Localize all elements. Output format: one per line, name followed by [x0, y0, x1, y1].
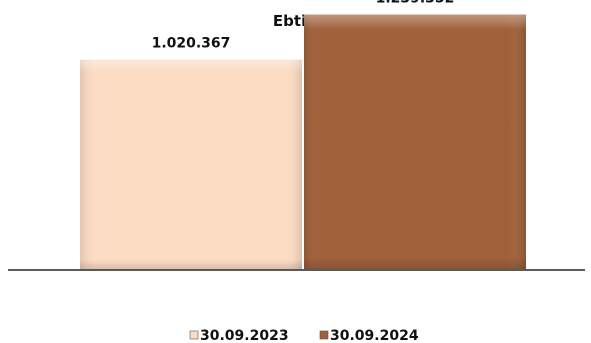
- bars-group: [80, 14, 526, 271]
- legend-item-30.09.2024: 30.09.2024: [319, 328, 419, 343]
- legend-label: 30.09.2023: [200, 328, 289, 343]
- data-labels-group: 1.020.367 1.239.352: [152, 0, 455, 52]
- legend: 30.09.2023 30.09.2024: [189, 328, 419, 343]
- legend-item-30.09.2023: 30.09.2023: [189, 328, 289, 343]
- bar-30.09.2024: [304, 14, 526, 270]
- data-label: 1.020.367: [152, 36, 231, 52]
- legend-swatch: [189, 330, 199, 340]
- data-label: 1.239.352: [376, 0, 455, 7]
- legend-swatch: [319, 330, 329, 340]
- bar-30.09.2023: [80, 59, 302, 271]
- bar-bevel-v: [80, 59, 302, 271]
- bar-bevel-v: [304, 14, 526, 270]
- legend-label: 30.09.2024: [330, 328, 419, 343]
